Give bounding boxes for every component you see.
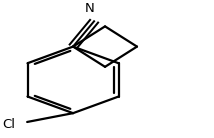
Text: N: N (85, 2, 94, 15)
Text: Cl: Cl (2, 118, 15, 131)
